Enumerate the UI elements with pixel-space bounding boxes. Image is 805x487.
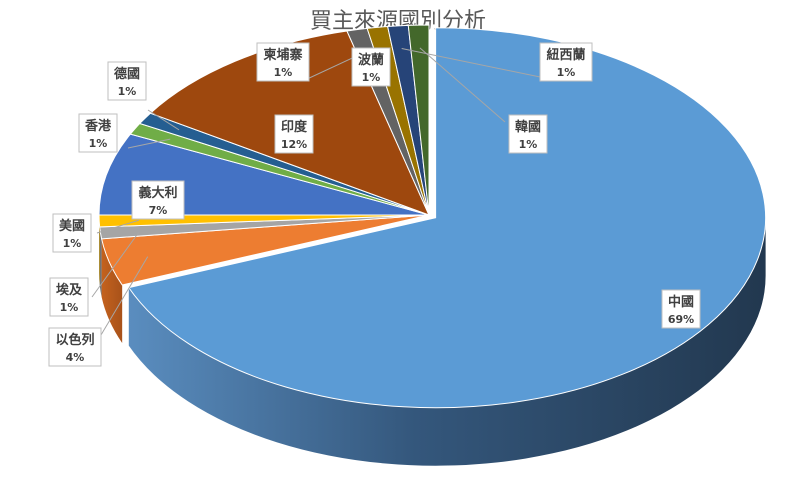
label-value-11: 1% [557,66,576,79]
label-box-9 [256,42,310,82]
label-value-3: 1% [60,301,79,314]
label-category-12: 韓國 [515,119,541,135]
data-label-12: 韓國 1% [508,114,548,154]
data-label-7: 德國 1% [107,61,147,101]
leader-line-3 [91,230,141,298]
label-value-1: 69% [668,313,694,326]
label-value-2: 4% [66,351,85,364]
label-box-8 [274,114,314,154]
leader-line-7 [147,109,180,131]
data-label-1: 中國 69% [661,289,701,329]
label-value-9: 1% [274,66,293,79]
label-category-10: 波蘭 [358,52,384,68]
data-label-2: 以色列 4% [48,327,102,367]
label-category-4: 美國 [59,218,85,234]
leader-line-12 [419,47,506,123]
leader-line-2 [97,256,149,341]
label-box-3 [49,277,89,317]
label-box-11 [539,42,593,82]
label-box-6 [78,113,118,153]
label-category-6: 香港 [84,118,112,134]
data-label-5: 義大利 7% [131,180,185,220]
data-label-8: 印度 12% [274,114,314,154]
data-label-9: 柬埔寨 1% [256,42,310,82]
data-label-3: 埃及 1% [49,277,89,317]
label-category-11: 紐西蘭 [546,47,585,63]
leader-line-6 [127,138,171,149]
label-box-2 [48,327,102,367]
pie-side-3 [99,226,102,297]
leader-line-4 [96,219,139,234]
label-value-7: 1% [118,85,137,98]
label-value-5: 7% [149,204,168,217]
data-label-6: 香港 1% [78,113,118,153]
label-value-4: 1% [63,237,82,250]
pie-side-2 [101,238,123,343]
label-value-12: 1% [519,138,538,151]
label-box-7 [107,61,147,101]
label-box-1 [661,289,701,329]
pie-slice-1 [127,27,767,409]
label-category-2: 以色列 [55,332,94,348]
label-value-8: 12% [281,138,307,151]
label-category-3: 埃及 [56,282,83,298]
pie-slice-12 [407,24,430,216]
label-category-8: 印度 [281,119,308,135]
label-box-12 [508,114,548,154]
label-box-10 [351,47,391,87]
label-value-10: 1% [362,71,381,84]
label-box-4 [52,213,92,253]
label-category-9: 柬埔寨 [263,47,302,63]
label-category-7: 德國 [114,66,140,82]
data-label-10: 波蘭 1% [351,47,391,87]
pie-side-1 [128,217,766,466]
label-category-1: 中國 [668,294,694,310]
label-value-6: 1% [89,137,108,150]
label-box-5 [131,180,185,220]
data-label-4: 美國 1% [52,213,92,253]
data-label-11: 紐西蘭 1% [539,42,593,82]
label-category-5: 義大利 [138,185,177,201]
